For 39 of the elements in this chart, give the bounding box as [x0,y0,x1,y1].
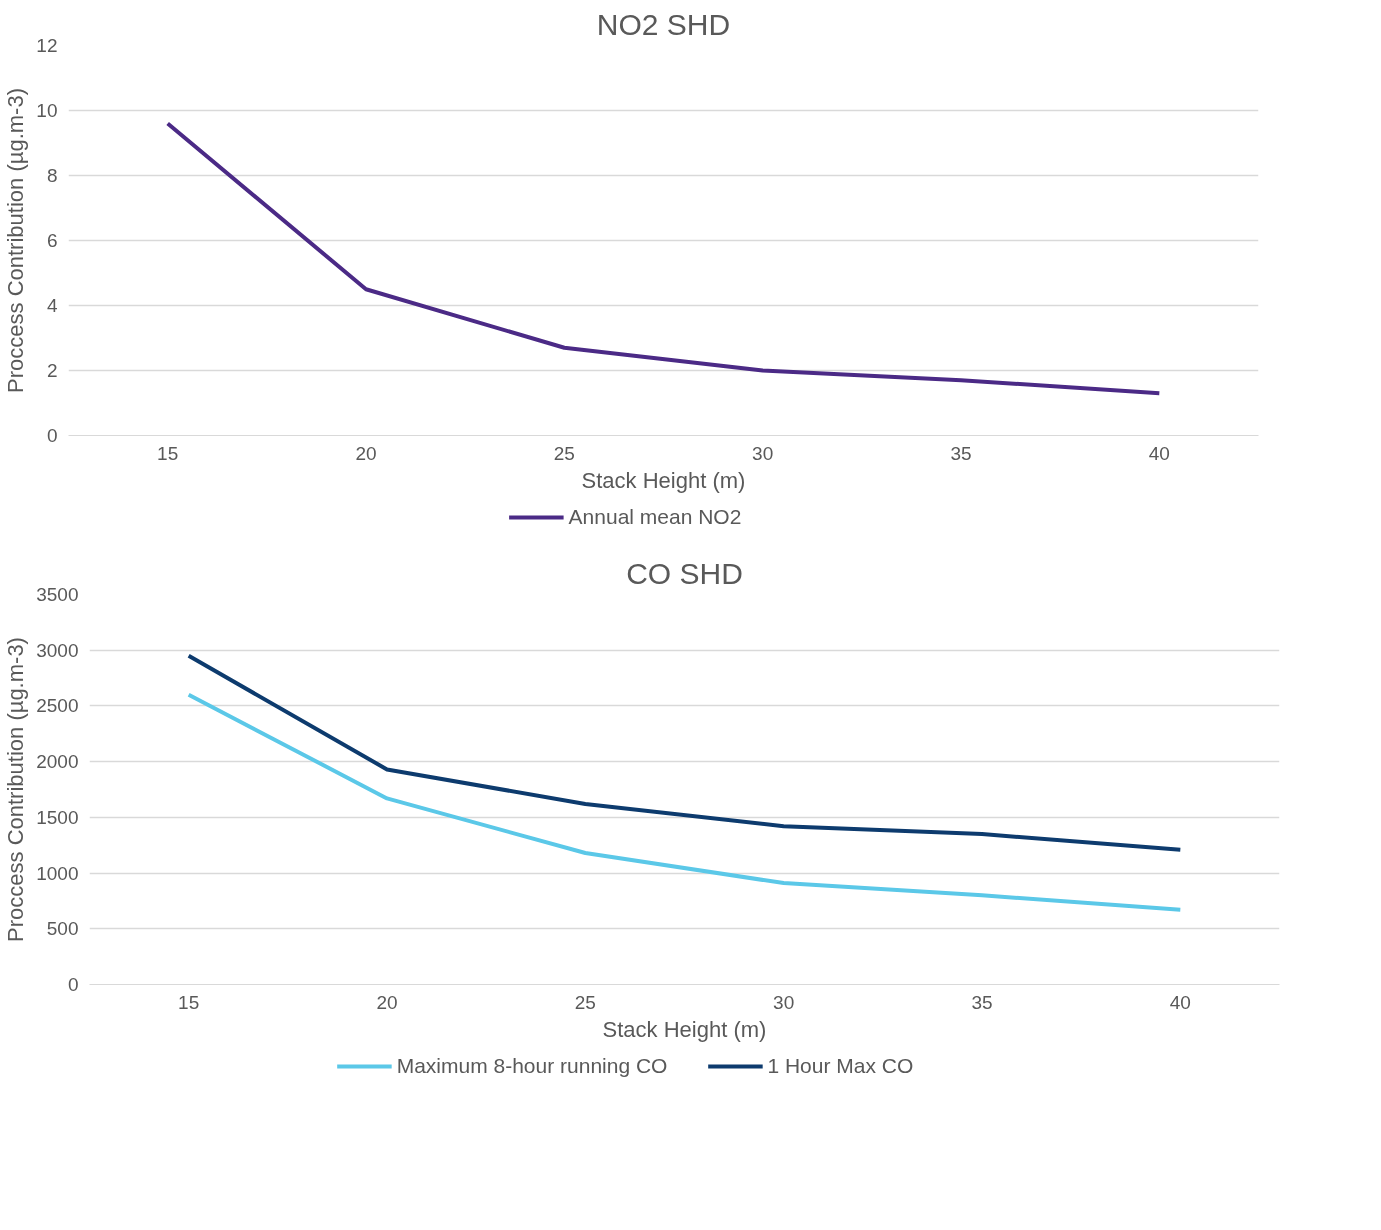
y-tick-label: 2500 [36,695,79,717]
y-tick-label: 1500 [36,806,79,828]
chart-title: CO SHD [626,556,743,590]
y-tick-label: 2000 [36,751,79,773]
x-tick-label: 20 [376,991,398,1013]
line-series [186,692,1183,912]
x-tick-label: 25 [574,991,596,1013]
y-tick-label: 0 [67,974,79,995]
y-tick-label: 12 [36,35,58,56]
y-tick-label: 500 [46,918,79,940]
legend-label: 1 Hour Max CO [767,1054,914,1078]
y-tick-label: 1000 [36,862,79,884]
x-tick-label: 15 [157,442,179,464]
x-tick-label: 30 [752,442,774,464]
legend-label: Annual mean NO2 [568,505,742,529]
y-tick-label: 3500 [36,584,79,605]
y-axis-title: Proccess Contribution (µg.m-3) [3,637,29,942]
x-tick-label: 15 [178,991,200,1013]
x-tick-label: 35 [950,442,972,464]
x-tick-label: 40 [1148,442,1170,464]
y-tick-label: 4 [46,295,58,316]
x-axis-title: Stack Height (m) [581,467,746,493]
x-tick-label: 20 [355,442,377,464]
x-tick-label: 30 [773,991,795,1013]
y-tick-label: 3000 [36,639,79,661]
y-tick-label: 2 [46,360,58,381]
y-tick-label: 8 [46,165,58,186]
y-axis-title: Proccess Contribution (µg.m-3) [3,88,29,393]
x-tick-label: 25 [553,442,575,464]
y-tick-label: 10 [36,100,58,121]
chart-title: NO2 SHD [596,7,731,41]
y-tick-label: 0 [46,425,58,446]
line-series [186,653,1183,852]
legend-label: Maximum 8-hour running CO [396,1054,668,1078]
x-axis-title: Stack Height (m) [602,1016,767,1042]
line-series [165,121,1162,396]
x-tick-label: 40 [1169,991,1191,1013]
y-tick-label: 6 [46,230,58,251]
x-tick-label: 35 [971,991,993,1013]
